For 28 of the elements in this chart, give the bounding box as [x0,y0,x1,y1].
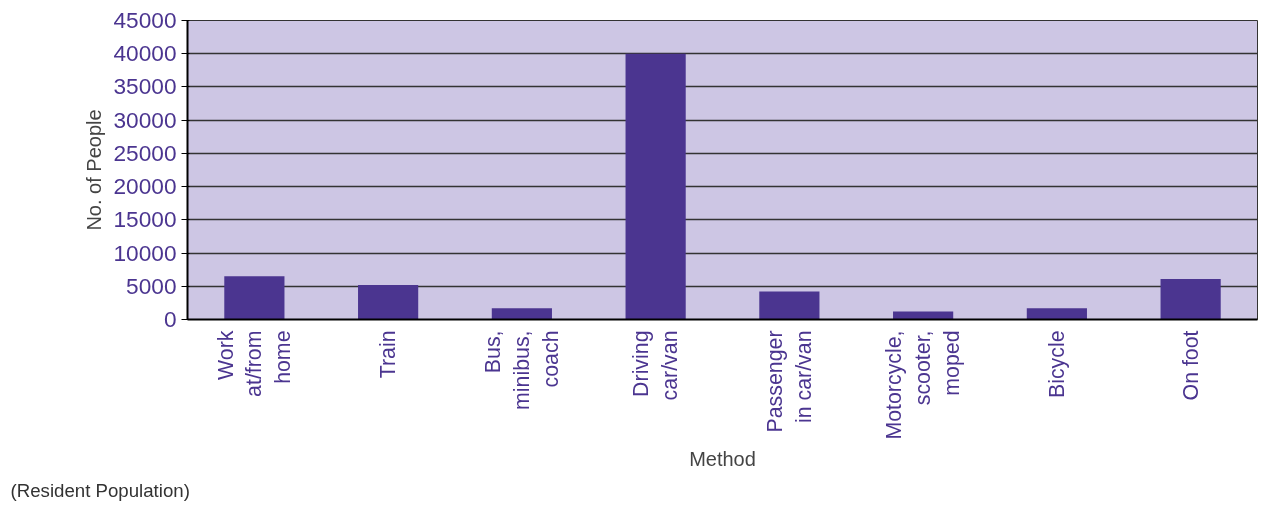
bar [759,291,820,320]
y-tick-label: 10000 [113,239,177,266]
y-tick-label: 35000 [113,73,177,100]
y-tick-label: 20000 [113,173,177,200]
x-tick-label: Train [376,330,401,379]
y-tick-label: 25000 [113,139,177,166]
bar [1160,278,1221,320]
y-tick-label: 30000 [113,106,177,133]
text: (Resident Population) [10,479,190,501]
x-tick-label: Bicycle [1044,330,1069,399]
x-tick-label: Bus, minibus, coach [481,330,563,410]
bar [1026,308,1087,320]
x-tick-label: Work at/from home [213,330,296,397]
x-tick-label: Passenger in car/van [762,330,816,433]
y-tick-label: 5000 [126,272,177,299]
y-tick-label: 0 [163,306,177,332]
bar [625,53,686,320]
x-tick-label: Driving car/van [629,330,683,401]
bar [224,276,285,320]
y-tick-label: 40000 [113,40,177,67]
y-tick-label: 45000 [113,7,177,33]
x-tick-label: Motorcycle, scooter, moped [882,330,964,440]
x-tick-label: On foot [1178,330,1203,401]
y-tick-label: 15000 [113,206,177,233]
y-axis-title: No. of People [83,109,106,231]
bar [491,308,552,320]
bar [358,284,419,320]
x-axis-title: Method [689,447,756,470]
